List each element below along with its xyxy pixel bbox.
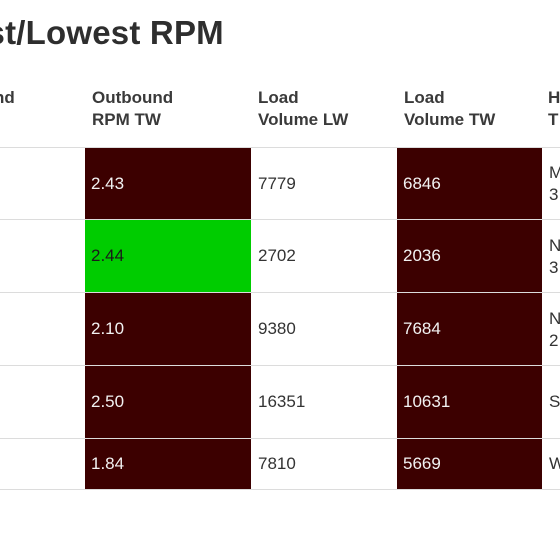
column-header-line-2: Volume LW	[258, 110, 349, 129]
partial-right-line-1: S	[549, 392, 560, 411]
partial-right-cell: N 3	[549, 235, 560, 279]
volume-lw-cell: 16351	[258, 392, 306, 411]
column-header-line-2: RPM TW	[92, 110, 161, 129]
rpm-tw-cell: 2.50	[85, 366, 251, 438]
partial-right-line-1: W	[549, 454, 560, 473]
rpm-tw-cell: 1.84	[85, 439, 251, 489]
row-divider	[0, 292, 560, 293]
partial-right-cell: W	[549, 453, 560, 475]
partial-right-line-2: 3	[549, 185, 559, 204]
volume-lw-cell: 2702	[258, 246, 296, 265]
row-divider	[0, 489, 560, 490]
page-title: est/Lowest RPM	[0, 14, 224, 51]
volume-tw-cell: 7684	[397, 293, 542, 365]
partial-right-line-2: 3	[549, 258, 559, 277]
volume-tw-cell: 5669	[397, 439, 542, 489]
column-header-line-2: Volume TW	[404, 110, 496, 129]
column-header-line-2: T	[548, 110, 559, 129]
volume-lw-cell: 9380	[258, 319, 296, 338]
column-header-load-volume-tw[interactable]: Load Volume TW	[404, 87, 495, 131]
column-header-outbound-rpm-tw[interactable]: Outbound RPM TW	[92, 87, 173, 131]
partial-right-line-1: M	[549, 163, 560, 182]
column-header-partial-right[interactable]: H T	[548, 87, 560, 131]
partial-right-cell: M 3	[549, 162, 560, 206]
row-divider	[0, 438, 560, 439]
rpm-tw-cell: 2.10	[85, 293, 251, 365]
column-header-line-1: Outbound	[92, 88, 174, 107]
column-header-line-1: Load	[404, 88, 445, 107]
column-header-line-1: Load	[258, 88, 299, 107]
volume-lw-cell: 7779	[258, 173, 296, 193]
row-divider	[0, 219, 560, 220]
row-divider	[0, 365, 560, 366]
rpm-tw-cell: 2.44	[85, 220, 251, 292]
partial-right-line-1: N	[549, 309, 560, 328]
column-header-partial-left: nd	[0, 88, 15, 107]
volume-tw-cell: 2036	[397, 220, 542, 292]
volume-lw-cell: 7810	[258, 454, 296, 473]
volume-tw-cell: 6846	[397, 148, 542, 219]
partial-right-line-2: 2	[549, 331, 559, 350]
rpm-tw-cell: 2.43	[85, 148, 251, 219]
partial-right-line-1: N	[549, 236, 560, 255]
partial-right-cell: S	[549, 391, 560, 413]
column-header-load-volume-lw[interactable]: Load Volume LW	[258, 87, 348, 131]
partial-right-cell: N 2	[549, 308, 560, 352]
row-divider	[0, 147, 560, 148]
column-header-line-1: H	[548, 88, 560, 107]
volume-tw-cell: 10631	[397, 366, 542, 438]
